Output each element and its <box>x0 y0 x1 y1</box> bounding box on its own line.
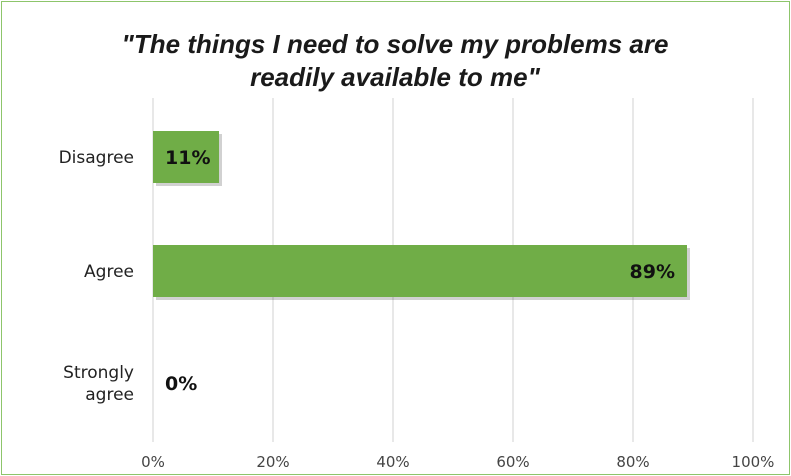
bar-disagree <box>153 131 219 183</box>
chart-title-line-2: readily available to me" <box>250 62 540 92</box>
bar-agree <box>153 245 687 297</box>
x-tick-label-0: 0% <box>141 453 165 471</box>
category-label-strongly-agree-line-2: agree <box>85 385 134 405</box>
x-axis-tick-labels: 0% 20% 40% 60% 80% 100% <box>141 453 774 471</box>
data-label-agree: 89% <box>630 261 675 283</box>
category-label-strongly-agree-line-1: Strongly <box>63 363 134 383</box>
data-label-strongly-agree: 0% <box>165 373 197 395</box>
data-labels: 11% 89% 0% <box>165 147 675 395</box>
x-tick-label-40: 40% <box>376 453 409 471</box>
bars <box>153 131 690 300</box>
x-tick-label-100: 100% <box>732 453 775 471</box>
chart-title: "The things I need to solve my problems … <box>122 29 669 92</box>
x-tick-label-20: 20% <box>256 453 289 471</box>
x-tick-label-60: 60% <box>496 453 529 471</box>
chart-title-line-1: "The things I need to solve my problems … <box>122 29 669 59</box>
data-label-disagree: 11% <box>165 147 210 169</box>
category-label-disagree: Disagree <box>59 148 134 168</box>
category-label-agree: Agree <box>84 262 134 282</box>
x-tick-label-80: 80% <box>616 453 649 471</box>
